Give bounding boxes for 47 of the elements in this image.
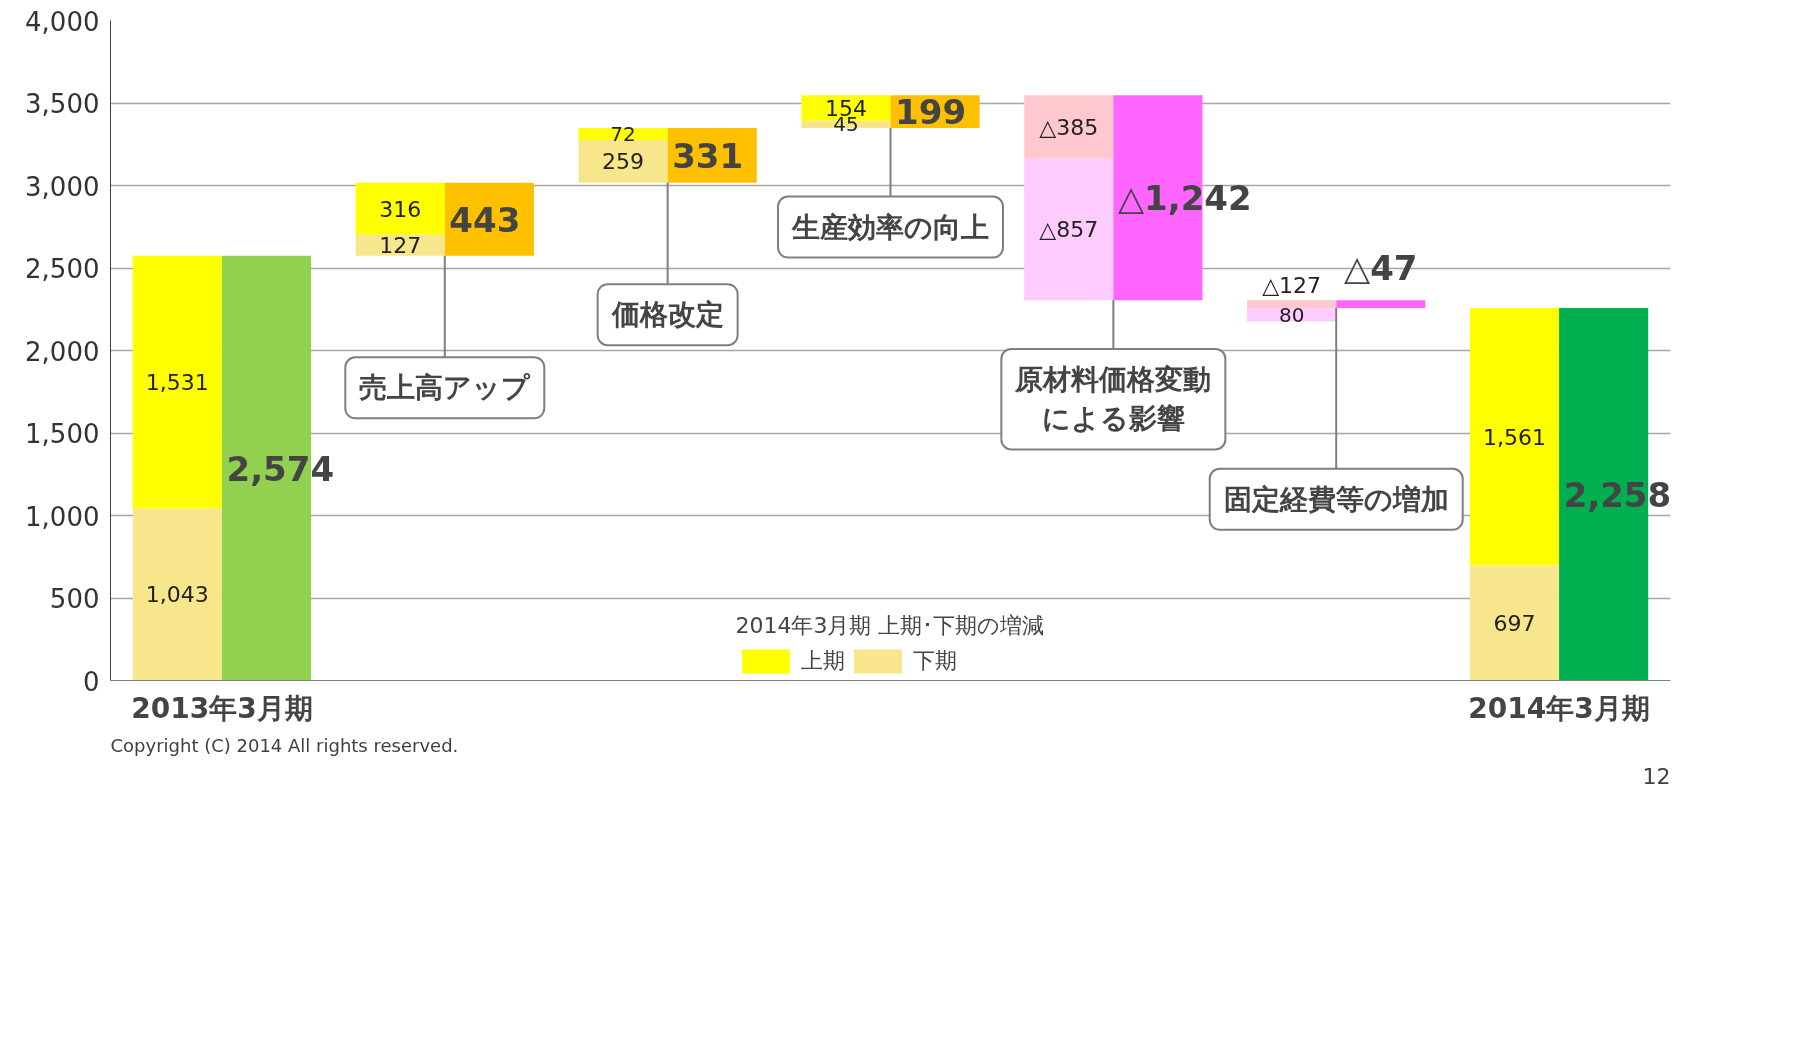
- data-label: 316: [379, 196, 422, 222]
- annotation: 生産効率の向上: [791, 210, 989, 244]
- bar: [1336, 300, 1426, 308]
- bar: [1469, 565, 1560, 681]
- data-label: 1,531: [145, 370, 209, 396]
- y-tick-label: 3,500: [25, 89, 100, 119]
- data-label: 443: [449, 199, 521, 240]
- y-tick-label: 500: [49, 584, 100, 614]
- data-label: 1,043: [145, 582, 209, 608]
- data-label: 72: [610, 122, 636, 147]
- data-label: 127: [379, 233, 422, 259]
- text: 12: [1642, 763, 1671, 789]
- y-tick-label: 3,000: [25, 171, 100, 202]
- y-tick-label: 0: [82, 666, 100, 697]
- data-label: 80: [1278, 302, 1305, 327]
- data-label: 331: [672, 135, 744, 176]
- text: Copyright (C) 2014 All rights reserved.: [110, 734, 459, 756]
- legend-title: 2014年3月期 上期･下期の増減: [735, 612, 1045, 640]
- y-tick-label: 1,000: [25, 501, 100, 532]
- x-tick-label: 2014年3月期: [1468, 691, 1650, 725]
- bar: [578, 128, 668, 140]
- data-label: 259: [602, 149, 645, 175]
- data-label: 1,561: [1483, 424, 1546, 450]
- data-label: △385: [1039, 114, 1099, 140]
- data-label: △857: [1039, 216, 1099, 242]
- data-label: 199: [895, 92, 967, 133]
- bar: [1024, 158, 1114, 301]
- legend-label: 上期: [800, 647, 845, 675]
- legend-label: 下期: [912, 647, 957, 675]
- bar: [578, 139, 668, 183]
- annotation: 売上高アップ: [359, 371, 532, 405]
- y-tick-label: 2,500: [25, 254, 100, 284]
- bar: [132, 508, 222, 681]
- bar: [1469, 307, 1560, 566]
- annotation: 原材料価格変動による影響: [1014, 362, 1212, 436]
- annotation: 固定経費等の増加: [1223, 482, 1449, 516]
- data-label: △47: [1344, 248, 1418, 289]
- bar: [1024, 95, 1114, 159]
- data-label: 697: [1493, 611, 1536, 636]
- x-tick-label: 2013年3月期: [131, 691, 313, 725]
- y-tick-label: 4,000: [25, 6, 100, 37]
- y-tick-label: 2,000: [25, 336, 100, 367]
- data-label: △127: [1262, 273, 1322, 299]
- bar: [355, 182, 445, 235]
- bar: [132, 255, 222, 509]
- annotation: 価格改定: [610, 298, 724, 332]
- y-tick-label: 1,500: [25, 419, 100, 449]
